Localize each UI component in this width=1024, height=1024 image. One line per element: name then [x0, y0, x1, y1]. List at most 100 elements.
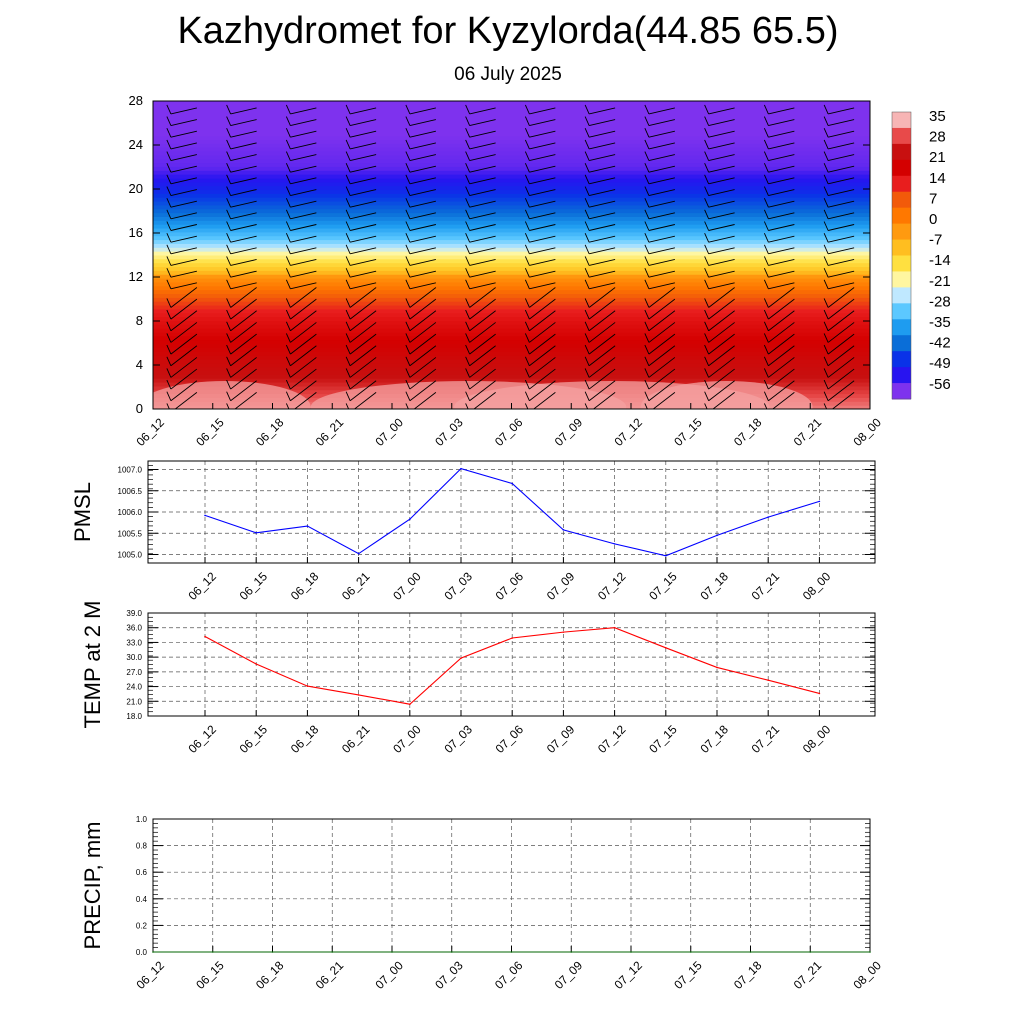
wind-barb [768, 282, 795, 290]
wind-barb-flag [166, 128, 172, 138]
temperature-band [153, 358, 870, 364]
x-tick-label: 07_06 [492, 958, 526, 992]
x-tick-label: 07_03 [432, 415, 466, 449]
wind-barb [529, 310, 556, 332]
wind-barb [589, 119, 616, 126]
wind-barb-flag [465, 267, 471, 278]
wind-barb-flag [584, 116, 590, 126]
data-point [255, 532, 257, 534]
wind-barb-flag [465, 298, 471, 308]
wind-barb-flag [644, 244, 650, 255]
wind-barb [768, 107, 795, 115]
data-point [331, 951, 334, 953]
wind-barb [409, 130, 436, 138]
temperature-band [153, 223, 870, 229]
wind-barb-flag [465, 309, 471, 320]
wind-barb-flag [584, 128, 590, 138]
wind-barb-flag [345, 333, 351, 343]
data-point [613, 626, 616, 629]
colorbar-frame [891, 111, 912, 400]
wind-barb-flag [285, 379, 291, 390]
wind-barb-flag [465, 368, 471, 378]
data-point [716, 666, 718, 669]
wind-barb-flag [524, 403, 529, 409]
wind-barb-flag [763, 267, 769, 278]
wind-barb [349, 345, 377, 367]
wind-barb [349, 322, 377, 343]
wind-barb-flag [226, 403, 230, 409]
data-point [767, 679, 769, 681]
wind-barb [768, 212, 795, 220]
wind-barb-flag [226, 279, 232, 289]
wind-barb [648, 282, 675, 290]
wind-barb [827, 298, 855, 320]
data-point [613, 543, 616, 545]
wind-barb [648, 368, 676, 390]
x-tick-label: 06_12 [185, 722, 219, 756]
wind-barb-flag [226, 344, 232, 355]
wind-barb-flag [823, 174, 829, 185]
temperature-band [153, 246, 870, 252]
wind-barb [589, 142, 616, 150]
temperature-band [153, 162, 870, 167]
wind-barb-flag [763, 116, 769, 126]
temperature-band [153, 258, 870, 264]
y-tick-label: 21.0 [126, 697, 142, 706]
data-point [665, 554, 667, 557]
temperature-band [153, 373, 870, 379]
wind-barb [409, 235, 436, 243]
wind-barb-flag [405, 344, 411, 355]
temperature-band [153, 169, 870, 175]
y-axis-label: PMSL [70, 482, 95, 542]
wind-barb [349, 368, 377, 390]
wind-barb-flag [166, 333, 172, 343]
wind-barb-flag [285, 232, 291, 243]
wind-barb [529, 345, 556, 367]
temperature-band [153, 154, 870, 160]
wind-barb-flag [584, 333, 590, 343]
wind-barb [469, 322, 496, 343]
wind-barb-flag [763, 333, 769, 343]
wind-barb-flag [823, 379, 829, 390]
y-tick-label: 1006.5 [118, 487, 143, 496]
wind-barb [529, 282, 556, 290]
wind-barb [409, 154, 436, 161]
wind-barb [828, 247, 855, 255]
wind-barb [768, 259, 795, 266]
temperature-band [153, 323, 870, 329]
x-tick-label: 07_09 [552, 958, 586, 992]
wind-barb-flag [584, 267, 590, 278]
wind-barb-flag [823, 163, 829, 173]
wind-barb [708, 333, 735, 355]
temperature-band [153, 239, 870, 244]
wind-barb-flag [166, 186, 172, 196]
wind-barb [230, 119, 257, 126]
wind-barb [529, 380, 556, 402]
wind-barb [473, 392, 496, 409]
x-tick-label: 07_18 [697, 722, 731, 756]
wind-barb [350, 200, 377, 208]
wind-barb [290, 333, 317, 355]
x-tick-label: 06_12 [133, 415, 167, 449]
colorbar-swatch [892, 271, 911, 288]
wind-barb-flag [704, 151, 710, 161]
wind-barb-flag [524, 151, 530, 161]
pmsl-panel: 1005.0 1005.5 1006.0 1006.5 1007.0 06_12 06_15… [70, 460, 876, 603]
wind-barb [708, 368, 735, 390]
x-tick-label: 07_00 [390, 722, 424, 756]
temperature-band [153, 250, 870, 256]
wind-barb-flag [405, 267, 411, 278]
wind-barb [230, 322, 257, 343]
wind-barb [827, 322, 855, 343]
temperature-band [153, 366, 870, 371]
wind-barb [350, 165, 377, 173]
wind-barb [588, 322, 616, 343]
wind-barb [350, 212, 377, 220]
wind-barb [708, 142, 735, 150]
wind-barb [768, 200, 795, 208]
wind-barb-flag [345, 344, 351, 355]
wind-barb-flag [226, 116, 232, 126]
wind-barb-flag [345, 391, 351, 401]
wind-barb [828, 107, 855, 115]
